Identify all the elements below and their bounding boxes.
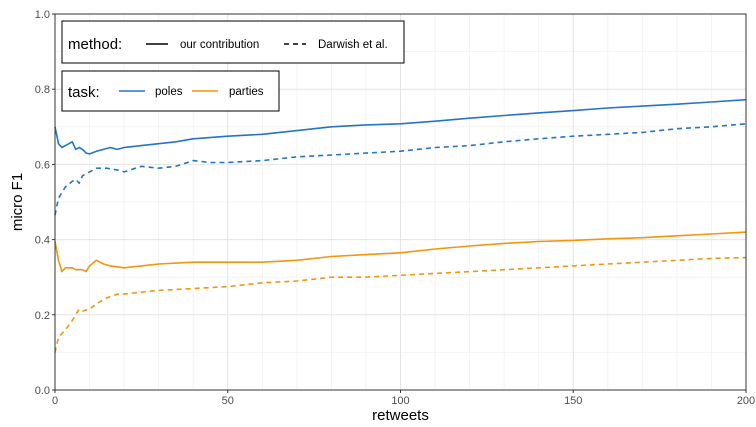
y-tick-label: 0.2: [35, 310, 50, 322]
y-tick-label: 1.0: [35, 9, 50, 21]
x-axis-ticks: 0 50 100 150 200: [52, 390, 755, 407]
legend-task-title: task:: [68, 84, 100, 101]
y-tick-label: 0.0: [35, 385, 50, 397]
legend-method: method: our contribution Darwish et al.: [61, 20, 405, 64]
legend-task-box: [61, 70, 280, 112]
series-poles-our-contribution: [54, 98, 747, 155]
series-poles-darwish: [54, 123, 747, 216]
legend-label-poles: poles: [155, 86, 183, 98]
legend-method-title: method:: [68, 36, 122, 53]
x-tick-label: 200: [737, 395, 755, 407]
x-tick-label: 150: [564, 395, 582, 407]
legend-label-darwish: Darwish et al.: [318, 39, 388, 51]
x-tick-label: 0: [52, 395, 58, 407]
series-parties-our-contribution: [54, 231, 747, 273]
x-tick-label: 50: [222, 395, 234, 407]
legend-label-our-contribution: our contribution: [180, 39, 259, 51]
y-tick-label: 0.4: [35, 235, 50, 247]
y-tick-label: 0.6: [35, 159, 50, 171]
legend-label-parties: parties: [229, 86, 264, 98]
x-axis-title: retweets: [372, 407, 429, 424]
y-tick-label: 0.8: [35, 84, 50, 96]
series-layer: [54, 98, 747, 353]
series-parties-darwish: [54, 256, 747, 353]
y-axis-ticks: 0.0 0.2 0.4 0.6 0.8 1.0: [35, 9, 55, 397]
legend-task: task: poles parties: [61, 70, 280, 112]
y-axis-title: micro F1: [9, 173, 26, 231]
legend-method-box: [61, 20, 405, 64]
x-tick-label: 100: [391, 395, 409, 407]
